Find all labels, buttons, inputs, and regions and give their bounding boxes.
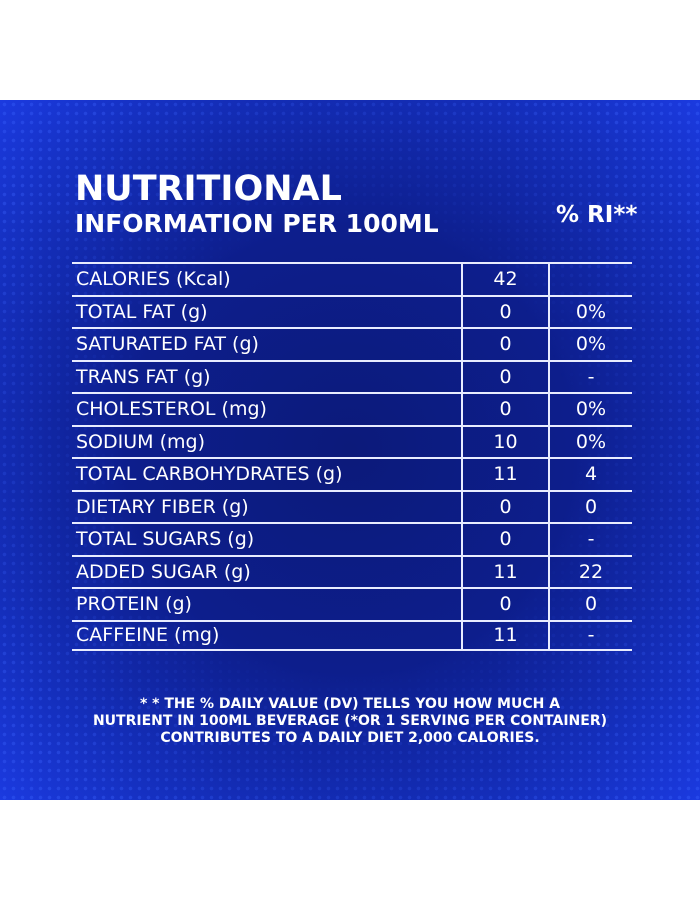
nutrient-name: DIETARY FIBER (g) (72, 489, 462, 524)
nutrient-value: 0 (461, 359, 549, 394)
nutrient-ri: - (548, 522, 632, 557)
nutrition-panel: NUTRITIONAL INFORMATION PER 100ML % RI**… (0, 100, 700, 800)
table-row: ADDED SUGAR (g) 11 22 (72, 554, 632, 589)
nutrient-name: TOTAL CARBOHYDRATES (g) (72, 457, 462, 492)
nutrient-ri: 0% (548, 392, 632, 427)
nutrient-name: CAFFEINE (mg) (72, 619, 462, 651)
nutrient-value: 11 (461, 554, 549, 589)
table-row: DIETARY FIBER (g) 0 0 (72, 489, 632, 524)
nutrient-value: 0 (461, 294, 549, 329)
nutrient-name: PROTEIN (g) (72, 587, 462, 622)
nutrient-value: 0 (461, 327, 549, 362)
nutrient-ri: 22 (548, 554, 632, 589)
nutrient-ri: 0% (548, 424, 632, 459)
table-row: TOTAL SUGARS (g) 0- (72, 522, 632, 557)
table-row: TOTAL FAT (g) 0 0% (72, 294, 632, 329)
nutrient-ri (548, 262, 632, 297)
nutrient-value: 10 (461, 424, 549, 459)
nutrient-ri: 0 (548, 587, 632, 622)
nutrient-name: TOTAL SUGARS (g) (72, 522, 462, 557)
nutrient-value: 11 (461, 457, 549, 492)
footnote: * * THE % DAILY VALUE (DV) TELLS YOU HOW… (0, 696, 700, 747)
nutrient-name: TRANS FAT (g) (72, 359, 462, 394)
nutrient-ri: 4 (548, 457, 632, 492)
nutrient-ri: - (548, 359, 632, 394)
nutrient-value: 0 (461, 522, 549, 557)
nutrient-name: CHOLESTEROL (mg) (72, 392, 462, 427)
nutrient-value: 0 (461, 587, 549, 622)
nutrient-value: 0 (461, 392, 549, 427)
ri-header: % RI** (556, 202, 638, 228)
table-row: CAFFEINE (mg) 11- (72, 619, 632, 651)
table-row: SATURATED FAT (g) 0 0% (72, 327, 632, 362)
title-line-1: NUTRITIONAL (75, 169, 342, 209)
table-row: TOTAL CARBOHYDRATES (g) 11 4 (72, 457, 632, 492)
nutrient-value: 42 (461, 262, 549, 297)
nutrient-ri: 0% (548, 294, 632, 329)
footnote-line: NUTRIENT IN 100ML BEVERAGE (*OR 1 SERVIN… (92, 713, 608, 729)
nutrition-table: CALORIES (Kcal) 42 TOTAL FAT (g) 0 0% SATURAT… (72, 262, 632, 651)
nutrient-value: 11 (461, 619, 549, 651)
nutrient-value: 0 (461, 489, 549, 524)
title-line-2: INFORMATION PER 100ML (75, 209, 439, 238)
footnote-line: * * THE % DAILY VALUE (DV) TELLS YOU HOW… (139, 696, 561, 712)
table-row: CHOLESTEROL (mg) 0 0% (72, 392, 632, 427)
nutrient-ri: - (548, 619, 632, 651)
nutrient-name: SODIUM (mg) (72, 424, 462, 459)
footnote-line: CONTRIBUTES TO A DAILY DIET 2,000 CALORI… (160, 730, 540, 746)
table-row: SODIUM (mg) 10 0% (72, 424, 632, 459)
table-row: PROTEIN (g) 0 0 (72, 587, 632, 622)
nutrient-name: ADDED SUGAR (g) (72, 554, 462, 589)
nutrient-name: TOTAL FAT (g) (72, 294, 462, 329)
table-row: TRANS FAT (g) 0- (72, 359, 632, 394)
nutrient-ri: 0% (548, 327, 632, 362)
table-row: CALORIES (Kcal) 42 (72, 262, 632, 297)
nutrient-name: SATURATED FAT (g) (72, 327, 462, 362)
nutrient-name: CALORIES (Kcal) (72, 262, 462, 297)
nutrient-ri: 0 (548, 489, 632, 524)
